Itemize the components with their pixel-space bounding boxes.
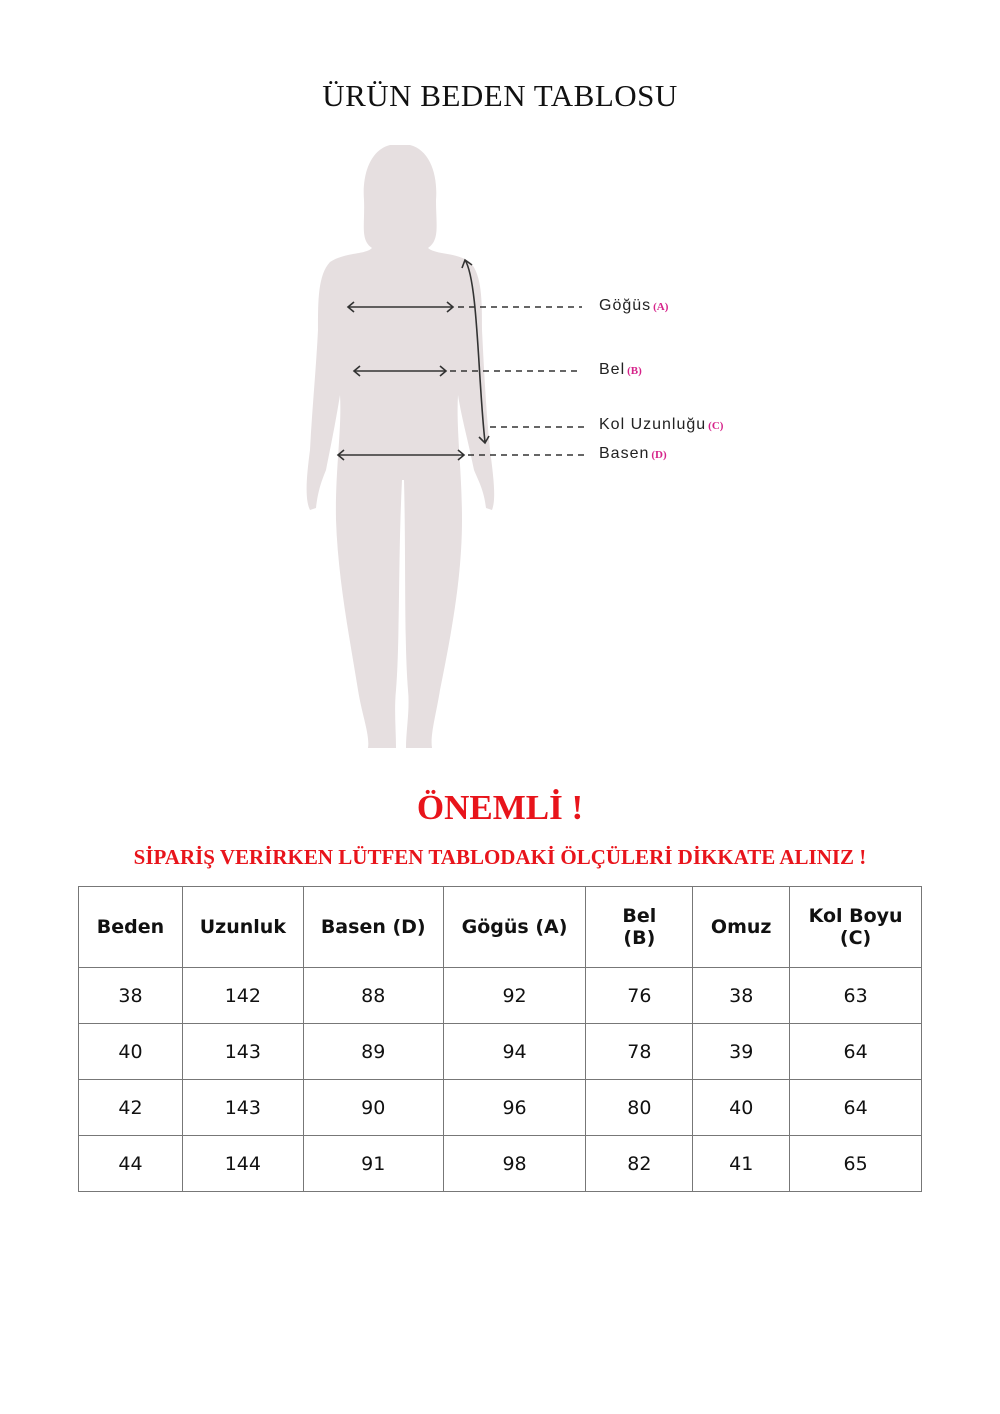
label-text: Kol Uzunluğu — [599, 416, 707, 433]
table-cell: 65 — [789, 1135, 922, 1192]
column-header: Bel (B) — [585, 886, 694, 968]
page-title: ÜRÜN BEDEN TABLOSU — [322, 78, 678, 113]
label-waist: Bel (B) — [599, 361, 642, 379]
label-tag: (B) — [627, 365, 642, 377]
table-cell: 96 — [442, 1079, 587, 1136]
table-cell: 88 — [302, 967, 444, 1024]
column-header: Beden — [78, 886, 183, 968]
table-cell: 38 — [692, 967, 791, 1024]
table-row: 38 142 88 92 76 38 63 — [78, 967, 922, 1024]
table-cell: 89 — [302, 1023, 444, 1080]
table-row: 40 143 89 94 78 39 64 — [78, 1023, 922, 1080]
column-header: Basen (D) — [302, 886, 444, 968]
table-cell: 92 — [442, 967, 587, 1024]
table-cell: 38 — [78, 967, 183, 1024]
table-cell: 143 — [181, 1023, 304, 1080]
label-chest: Göğüs (A) — [599, 297, 668, 315]
table-cell: 64 — [789, 1079, 922, 1136]
table-cell: 78 — [585, 1023, 694, 1080]
label-hip: Basen (D) — [599, 445, 667, 463]
body-silhouette-diagram — [306, 145, 584, 748]
table-cell: 40 — [78, 1023, 183, 1080]
table-cell: 94 — [442, 1023, 587, 1080]
label-tag: (A) — [653, 301, 669, 313]
label-tag: (C) — [708, 420, 724, 432]
column-header: Gögüs (A) — [442, 886, 587, 968]
size-table: Beden Uzunluk Basen (D) Gögüs (A) Bel (B) Omu… — [78, 886, 922, 1192]
label-text: Göğüs — [599, 297, 652, 314]
table-cell: 76 — [585, 967, 694, 1024]
label-sleeve-length: Kol Uzunluğu (C) — [599, 416, 723, 434]
table-cell: 90 — [302, 1079, 444, 1136]
table-row: 42 143 90 96 80 40 64 — [78, 1079, 922, 1136]
table-header-row: Beden Uzunluk Basen (D) Gögüs (A) Bel (B) Omu… — [78, 886, 922, 968]
table-cell: 98 — [442, 1135, 587, 1192]
label-text: Basen — [599, 445, 650, 462]
woman-silhouette — [306, 145, 495, 748]
table-cell: 41 — [692, 1135, 791, 1192]
label-text: Bel — [599, 361, 626, 378]
table-row: 44 144 91 98 82 41 65 — [78, 1135, 922, 1192]
notice-text: SİPARİŞ VERİRKEN LÜTFEN TABLODAKİ ÖLÇÜLE… — [133, 845, 867, 869]
column-header: Omuz — [692, 886, 791, 968]
table-cell: 142 — [181, 967, 304, 1024]
column-header: Kol Boyu (C) — [789, 886, 922, 968]
table-cell: 39 — [692, 1023, 791, 1080]
table-cell: 80 — [585, 1079, 694, 1136]
column-header: Uzunluk — [181, 886, 304, 968]
table-cell: 143 — [181, 1079, 304, 1136]
table-cell: 144 — [181, 1135, 304, 1192]
table-cell: 63 — [789, 967, 922, 1024]
table-cell: 42 — [78, 1079, 183, 1136]
label-tag: (D) — [651, 449, 667, 461]
table-cell: 91 — [302, 1135, 444, 1192]
table-cell: 64 — [789, 1023, 922, 1080]
table-cell: 40 — [692, 1079, 791, 1136]
table-cell: 44 — [78, 1135, 183, 1192]
important-heading: ÖNEMLİ ! — [416, 788, 584, 827]
table-cell: 82 — [585, 1135, 694, 1192]
